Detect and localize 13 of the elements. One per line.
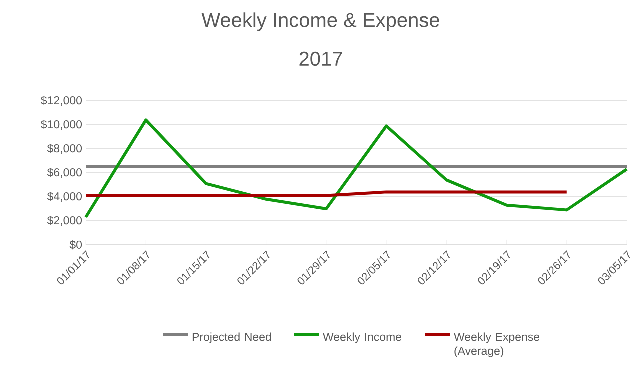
chart-subtitle: 2017	[300, 52, 342, 66]
y-tick-label: $0	[70, 240, 82, 250]
legend-label: Projected Need	[192, 332, 272, 344]
y-tick-label: $2,000	[47, 216, 82, 226]
y-tick-label: $6,000	[47, 168, 82, 178]
chart-title: Weekly Income & Expense	[202, 12, 440, 32]
line-series	[84, 118, 628, 219]
y-tick-label: $4,000	[47, 192, 82, 202]
y-tick-label: $12,000	[41, 96, 82, 106]
y-tick-label: $10,000	[41, 120, 82, 130]
legend-label: Weekly Income	[323, 332, 402, 344]
y-tick-label: $8,000	[47, 144, 82, 154]
legend-label: Weekly Expense (Average)	[454, 332, 540, 358]
